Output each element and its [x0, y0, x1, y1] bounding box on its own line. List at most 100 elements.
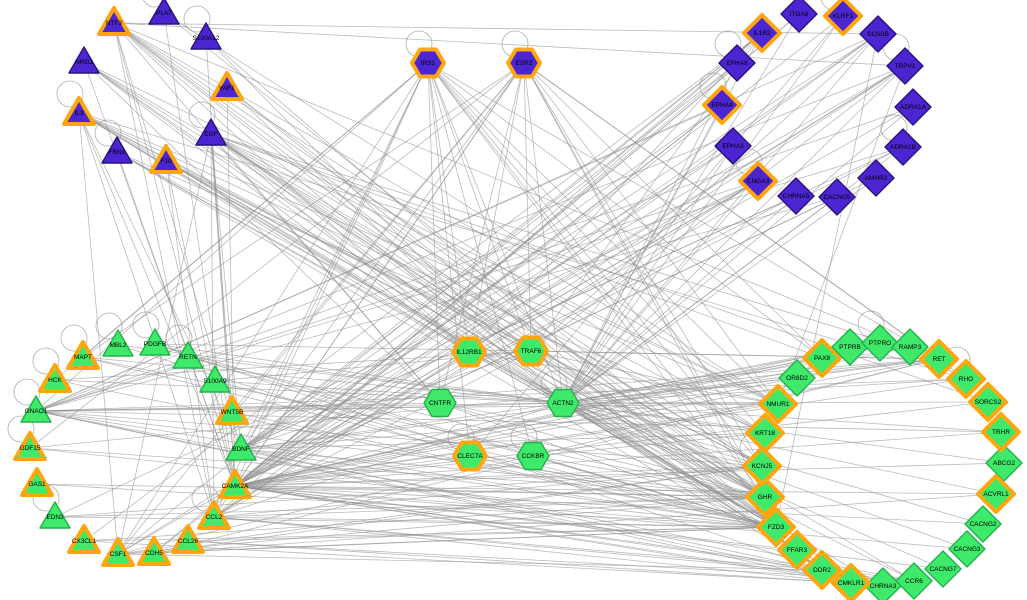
edge-epha8-actn2[interactable]	[562, 62, 738, 404]
edge-gnao1-ccr6[interactable]	[35, 410, 915, 582]
self-loop-pdgfb[interactable]	[132, 311, 160, 339]
node-s100a12[interactable]: S100A12	[190, 22, 222, 50]
node-nrg1[interactable]: NRG1	[68, 46, 100, 74]
edge-gnao1-chrna3[interactable]	[35, 410, 884, 587]
edge-traf6-fzd3[interactable]	[530, 350, 777, 528]
edge-ccl26-ccr6[interactable]	[187, 540, 915, 582]
edge-gdf15-fzd3[interactable]	[29, 447, 777, 528]
node-esr2[interactable]: ESR2	[506, 47, 542, 79]
edge-actn2-rho[interactable]	[562, 378, 967, 404]
self-loop-egf[interactable]	[188, 101, 216, 129]
self-loop-retn[interactable]	[165, 324, 193, 352]
edge-esr2-fzd3[interactable]	[523, 62, 777, 528]
edge-actn2-krt18[interactable]	[562, 402, 766, 434]
node-cacng5[interactable]: CACNG5	[818, 178, 856, 216]
edge-hck-fzd3[interactable]	[54, 379, 777, 528]
edge-edn3-ghr[interactable]	[54, 496, 766, 518]
edge-actn2-chrna3[interactable]	[562, 402, 884, 587]
edge-esr2-csf1[interactable]	[117, 62, 525, 555]
edge-il3-kcnj5[interactable]	[78, 112, 763, 467]
edge-ntf3-ghr[interactable]	[113, 22, 766, 498]
edge-il3-bdnf[interactable]	[78, 112, 242, 450]
node-cx3cl1[interactable]: CX3CL1	[67, 524, 101, 554]
edge-chrna5-actn2[interactable]	[562, 195, 797, 404]
edge-actn2-kcnj5[interactable]	[562, 402, 763, 467]
edge-irs1-il12rb1[interactable]	[427, 62, 470, 353]
edge-il3-krt18[interactable]	[78, 112, 766, 434]
edge-scn3b-actn2[interactable]	[562, 33, 879, 404]
node-edn3[interactable]: EDN3	[39, 501, 71, 529]
edge-esr2-mapt[interactable]	[82, 62, 525, 358]
edge-gas1-fzd3[interactable]	[36, 483, 777, 528]
edge-bdnf-traf6[interactable]	[240, 350, 532, 450]
edge-fbn1-actn2[interactable]	[116, 151, 564, 404]
edge-il3-rho[interactable]	[78, 112, 967, 380]
self-loop-mbl2[interactable]	[95, 312, 123, 340]
edge-egf-bdnf[interactable]	[210, 133, 242, 450]
edge-epha3-camk2a[interactable]	[234, 145, 734, 487]
node-gdf15[interactable]: GDF15	[13, 431, 47, 461]
node-il12rb1[interactable]: IL12RB1	[451, 336, 487, 368]
edge-adra1a-camk2a[interactable]	[234, 106, 914, 487]
edge-cnga3-bdnf[interactable]	[240, 180, 759, 450]
edge-scn3b-traf6[interactable]	[530, 33, 879, 352]
edge-cntfr-fzd3[interactable]	[439, 402, 777, 528]
node-scn3b[interactable]: SCN3B	[859, 15, 897, 53]
edge-esr2-cntfr[interactable]	[439, 62, 525, 404]
edge-epha8-bdnf[interactable]	[240, 62, 738, 450]
edge-irs1-gnao1[interactable]	[35, 62, 429, 412]
edge-irs1-krt18[interactable]	[427, 62, 766, 434]
edge-trpv1-traf6[interactable]	[530, 65, 906, 352]
edge-fbn1-camk2a[interactable]	[116, 151, 236, 487]
node-actn2[interactable]: ACTN2	[546, 388, 580, 418]
edge-egf-pax8[interactable]	[210, 133, 823, 359]
edge-cdh5-kcnj5[interactable]	[153, 465, 763, 554]
node-adra1b[interactable]: ADRA1B	[884, 128, 922, 166]
node-csf1[interactable]: CSF1	[101, 537, 135, 567]
edge-gnao1-trhr[interactable]	[35, 410, 1002, 433]
edge-ntf3-ccl2[interactable]	[113, 22, 215, 518]
edge-ccl2-fzd3[interactable]	[213, 516, 777, 528]
edge-f10-kcnj5[interactable]	[165, 160, 763, 467]
edge-trpv1-bdnf[interactable]	[240, 65, 906, 450]
edge-cacng5-actn2[interactable]	[562, 196, 838, 404]
edge-epha3-actn2[interactable]	[562, 145, 734, 404]
edge-ccl2-ccr6[interactable]	[213, 516, 915, 582]
edge-cnga3-actn2[interactable]	[562, 180, 759, 404]
node-plat[interactable]: PLAT	[148, 0, 180, 25]
edge-f10-camk2a[interactable]	[165, 160, 236, 487]
node-mapt[interactable]: MAPT	[66, 340, 100, 370]
edge-gnao1-cmklr1[interactable]	[35, 410, 852, 584]
edge-camk2a-cacng3[interactable]	[234, 485, 968, 550]
edge-ccl2-ddr2[interactable]	[213, 516, 823, 571]
edge-irs1-ccl2[interactable]	[213, 62, 429, 518]
node-il1r2[interactable]: IL1R2	[742, 13, 782, 53]
edge-esr2-kcnj5[interactable]	[523, 62, 763, 467]
self-loop-plat[interactable]	[142, 0, 168, 8]
node-clec7a[interactable]: CLEC7A	[452, 440, 488, 472]
edge-ccl2-ghr[interactable]	[213, 496, 766, 518]
edge-il3-nmur1[interactable]	[78, 112, 779, 405]
edge-retn-actn2[interactable]	[187, 356, 564, 404]
self-loop-gdf15[interactable]	[7, 415, 35, 443]
edge-trpv1-csf1[interactable]	[117, 65, 906, 555]
node-fbn1[interactable]: FBN1	[101, 136, 133, 164]
node-cckbr[interactable]: CCKBR	[516, 441, 550, 471]
edge-epha4-camk2a[interactable]	[234, 104, 723, 487]
edge-esr2-il12rb1[interactable]	[468, 62, 525, 353]
node-hck[interactable]: HCK	[38, 363, 72, 393]
edge-actn2-acvrl1[interactable]	[562, 402, 997, 495]
edge-camk2a-clec7a[interactable]	[234, 455, 471, 487]
edge-irs1-nmur1[interactable]	[427, 62, 779, 405]
node-ntf3[interactable]: NTF3	[97, 6, 131, 36]
edge-egf-cntfr[interactable]	[210, 133, 441, 404]
node-wnt5b[interactable]: WNT5B	[215, 395, 249, 425]
edge-bdnf-ddr2[interactable]	[240, 448, 823, 571]
edge-il3-il12rb1[interactable]	[78, 112, 470, 353]
edge-irs1-hck[interactable]	[54, 62, 429, 381]
edge-esr2-pax8[interactable]	[523, 62, 823, 359]
edge-esr2-nmur1[interactable]	[523, 62, 779, 405]
edge-egf-camk2a[interactable]	[210, 133, 236, 487]
edge-il1r2-bdnf[interactable]	[240, 32, 763, 450]
edge-esr2-ccl2[interactable]	[213, 62, 525, 518]
